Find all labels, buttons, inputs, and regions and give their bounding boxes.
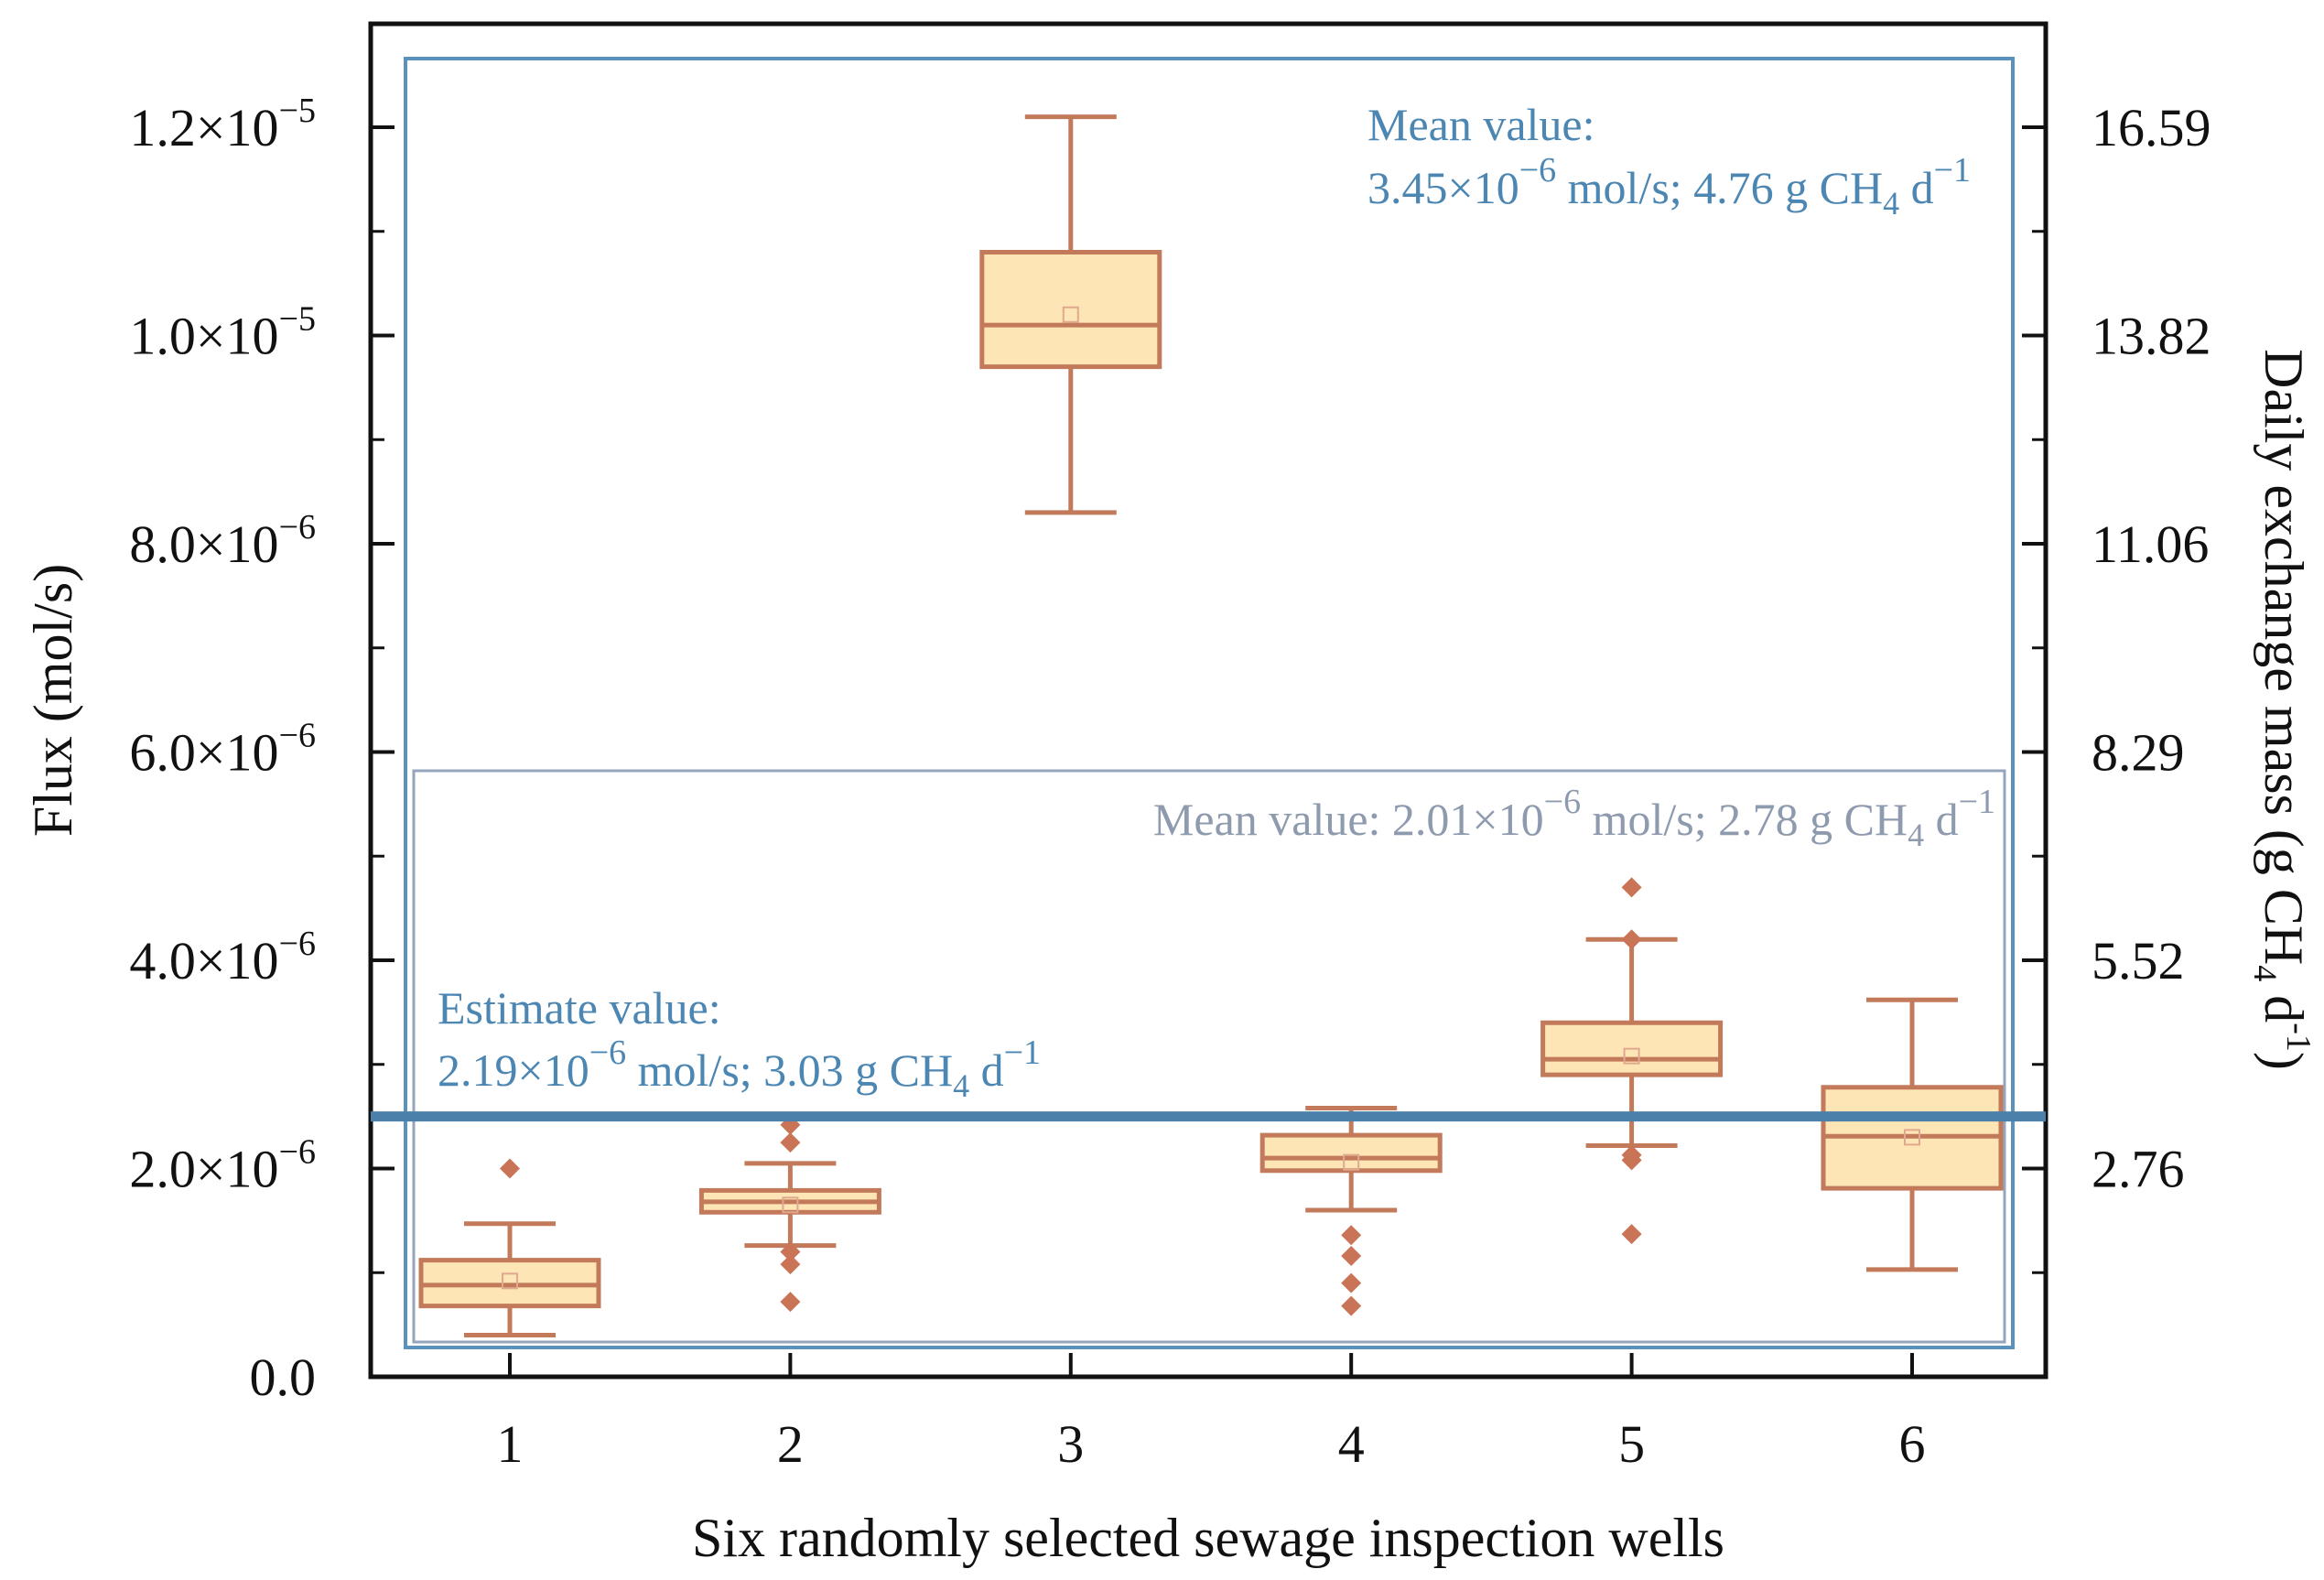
- outlier-point: [780, 1292, 801, 1313]
- y-tick-label: 1.0×10−5: [129, 300, 316, 366]
- iqr-box: [1259, 1132, 1443, 1174]
- outlier-point: [500, 1158, 520, 1179]
- mean-marker: [1343, 1153, 1360, 1171]
- plot-frame: [368, 21, 2048, 1380]
- mean-subset-frame: [412, 769, 2006, 1344]
- outlier-point: [1621, 1224, 1642, 1245]
- y2-tick-label: 11.06: [2092, 514, 2209, 574]
- y2-tick-label: 5.52: [2092, 931, 2185, 990]
- outlier-point: [780, 1241, 801, 1262]
- x-tick-label: 5: [1618, 1414, 1645, 1474]
- box-well-2: [698, 1114, 881, 1313]
- mean-all-line2: 3.45×10−6 mol/s; 4.76 g CH4 d−1: [1367, 151, 1971, 222]
- y-tick-label: 1.2×10−5: [129, 92, 316, 157]
- mean-all-line1: Mean value:: [1367, 99, 1595, 150]
- outlier-point: [1341, 1295, 1362, 1316]
- mean-marker: [502, 1272, 518, 1290]
- outlier-point: [780, 1132, 801, 1153]
- estimate-line2: 2.19×10−6 mol/s; 3.03 g CH4 d−1: [438, 1033, 1041, 1104]
- x-tick-label: 4: [1338, 1414, 1365, 1474]
- box-well-6: [1821, 997, 2004, 1272]
- box-well-4: [1259, 1106, 1443, 1316]
- box-well-3: [979, 114, 1162, 515]
- y-axis-label: Flux (mol/s): [23, 564, 83, 837]
- y2-tick-label: 16.59: [2092, 98, 2211, 157]
- y-tick-label: 4.0×10−6: [129, 925, 316, 990]
- mean-marker: [1623, 1047, 1640, 1065]
- outlier-point: [1341, 1272, 1362, 1293]
- outlier-point: [1341, 1246, 1362, 1267]
- y2-axis-ticks: 2.76 5.52 8.29 11.06 13.82 16.59: [2022, 98, 2211, 1274]
- y-tick-label: 2.0×10−6: [129, 1133, 316, 1199]
- y-axis-ticks: 0.0 2.0×10−6 4.0×10−6 6.0×10−6 8.0×10−6 1.0×1…: [129, 92, 395, 1407]
- mean-marker: [1904, 1129, 1920, 1146]
- box-series: [418, 114, 2004, 1337]
- outlier-point: [1621, 929, 1642, 950]
- y2-tick-label: 13.82: [2092, 307, 2211, 366]
- outlier-point: [1621, 877, 1642, 898]
- mean-marker: [1062, 306, 1079, 323]
- x-tick-label: 3: [1057, 1414, 1084, 1474]
- box-well-5: [1540, 877, 1724, 1245]
- outlier-point: [1621, 1144, 1642, 1165]
- iqr-box: [979, 250, 1162, 370]
- mean-all-frame: [404, 57, 2015, 1349]
- outlier-point: [780, 1254, 801, 1275]
- x-axis-ticks: 1 2 3 4 5 6: [497, 1353, 1926, 1474]
- box-well-1: [418, 1158, 601, 1337]
- x-axis-label: Six randomly selected sewage inspection …: [692, 1508, 1724, 1568]
- y2-tick-label: 8.29: [2092, 723, 2185, 783]
- x-tick-label: 2: [777, 1414, 804, 1474]
- y2-axis-label: Daily exchange mass (g CH4 d-1): [2247, 349, 2318, 1070]
- mean-subset-text: Mean value: 2.01×10−6 mol/s; 2.78 g CH4 …: [1153, 783, 1995, 853]
- y-tick-label: 8.0×10−6: [129, 508, 316, 574]
- mean-marker: [782, 1196, 799, 1214]
- y2-tick-label: 2.76: [2092, 1140, 2185, 1199]
- y-tick-label: 6.0×10−6: [129, 717, 316, 783]
- outlier-point: [1341, 1225, 1362, 1246]
- estimate-line1: Estimate value:: [438, 982, 721, 1033]
- x-tick-label: 1: [497, 1414, 524, 1474]
- y-tick-label: 0.0: [250, 1347, 317, 1407]
- x-tick-label: 6: [1899, 1414, 1926, 1474]
